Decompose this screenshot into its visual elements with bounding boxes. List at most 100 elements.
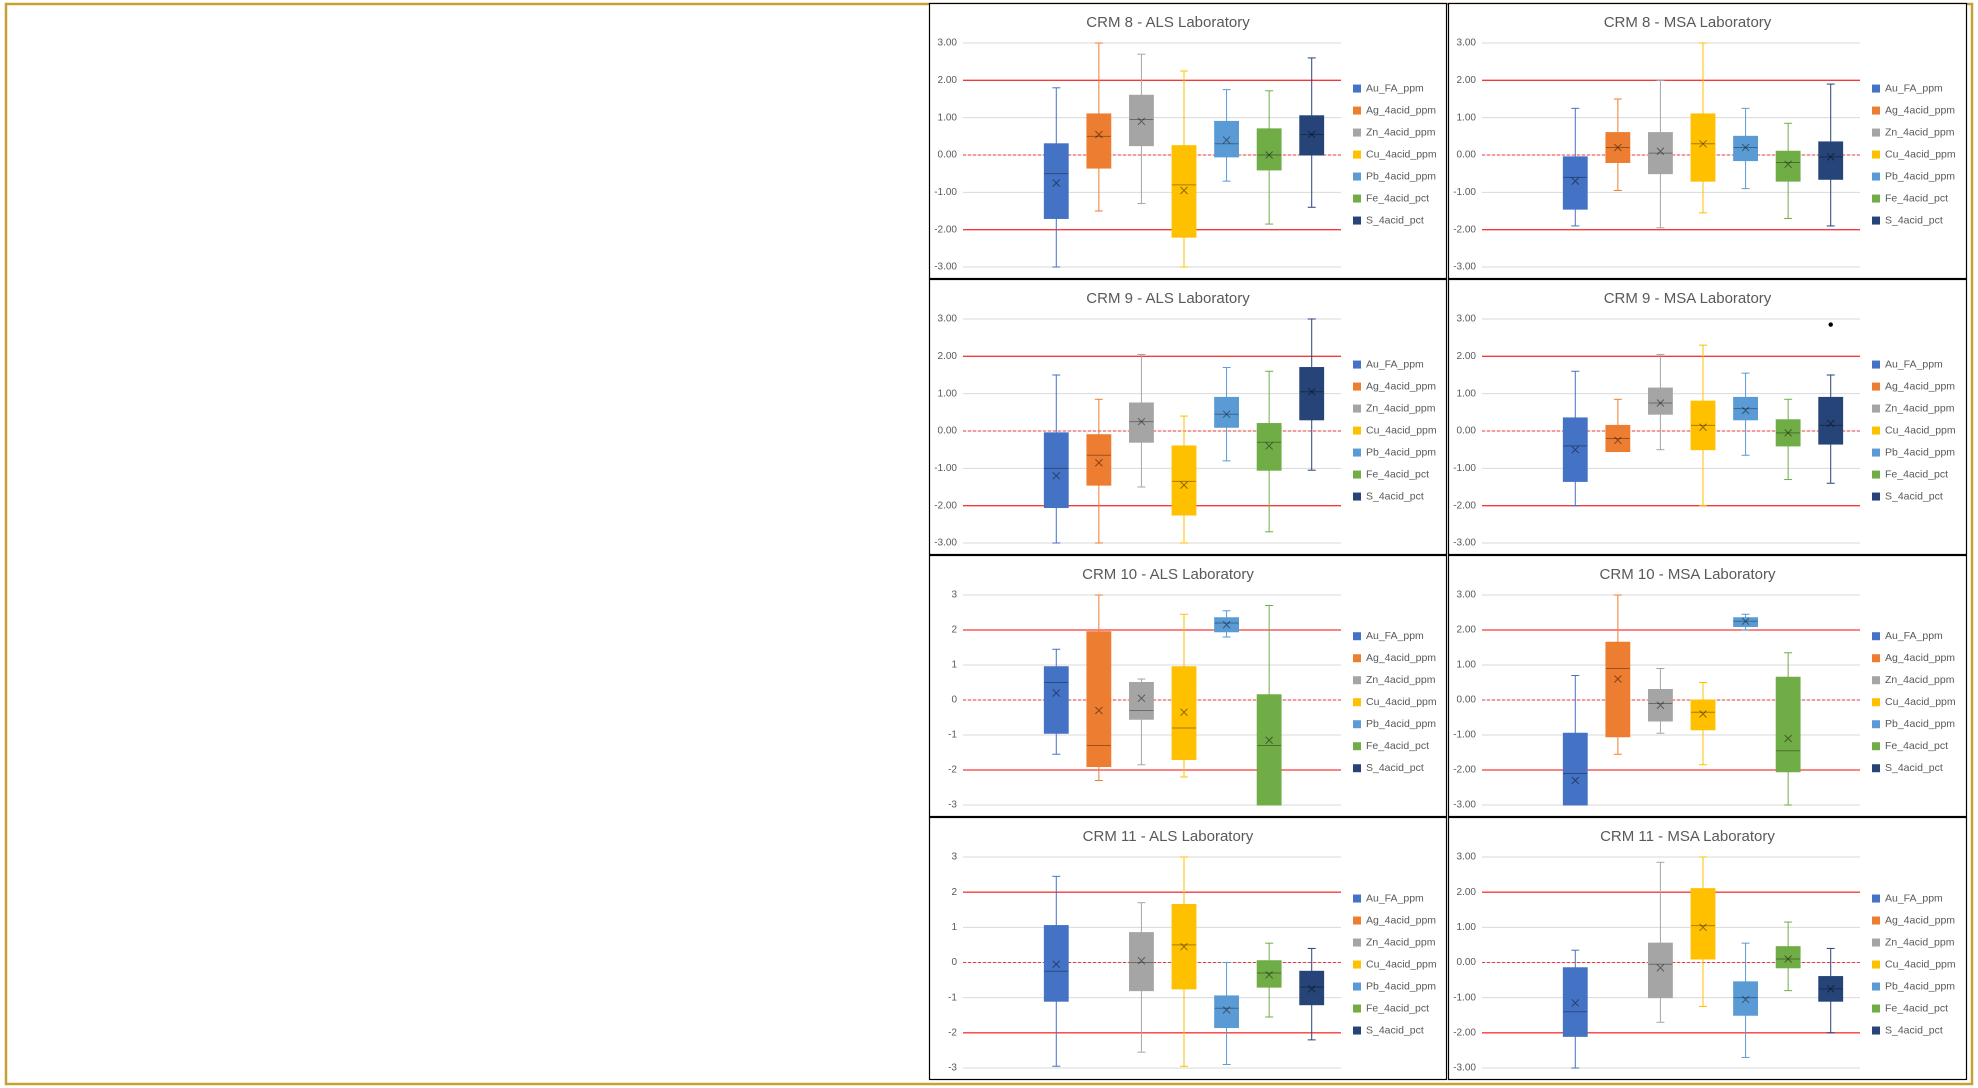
y-tick-label: 3.00 [1457, 38, 1477, 49]
legend-label: Fe_4acid_pct [1885, 740, 1948, 752]
y-tick-label: 1.00 [938, 388, 958, 399]
box [1171, 145, 1197, 238]
y-tick-label: 1.00 [938, 112, 958, 123]
legend-swatch [1872, 216, 1880, 225]
legend-swatch [1353, 448, 1361, 457]
box [1733, 617, 1758, 627]
y-tick-label: -2.00 [1453, 500, 1476, 511]
mean-marker [1307, 985, 1316, 993]
box [1086, 631, 1112, 767]
box [1256, 423, 1282, 471]
mean-marker [1571, 177, 1580, 185]
mean-marker [1784, 955, 1792, 963]
box [1129, 402, 1154, 443]
legend-label: Cu_4acid_ppm [1366, 148, 1437, 160]
y-tick-label: -2 [948, 1027, 957, 1038]
legend-label: Pb_4acid_ppm [1885, 718, 1955, 730]
box [1690, 888, 1716, 960]
legend-swatch [1872, 676, 1880, 685]
legend-swatch [1353, 194, 1361, 203]
mean-marker [1137, 956, 1146, 965]
legend-label: Ag_4acid_ppm [1885, 652, 1955, 664]
legend-swatch [1872, 742, 1880, 751]
box [1256, 128, 1282, 171]
mean-marker [1656, 399, 1665, 407]
legend-swatch [1872, 960, 1880, 969]
legend-swatch [1353, 470, 1361, 479]
mean-marker [1052, 179, 1061, 187]
legend-swatch [1353, 938, 1361, 947]
panel-border [1447, 554, 1968, 818]
y-tick-label: -3.00 [1453, 1063, 1476, 1074]
legend-swatch [1353, 84, 1361, 93]
y-tick-label: -1.00 [1453, 463, 1476, 474]
legend-label: Au_FA_ppm [1366, 630, 1424, 642]
box [1818, 141, 1844, 180]
legend-label: Pb_4acid_ppm [1885, 980, 1955, 992]
legend-swatch [1353, 654, 1361, 663]
mean-marker [1137, 417, 1146, 426]
legend-label: Fe_4acid_pct [1366, 740, 1429, 752]
mean-marker [1307, 130, 1316, 139]
mean-marker [1614, 675, 1622, 683]
box [1733, 396, 1758, 421]
box [1043, 432, 1069, 509]
legend-swatch [1353, 360, 1361, 369]
legend-swatch [1353, 1004, 1361, 1013]
box [1214, 396, 1239, 428]
y-tick-label: 0.00 [1457, 150, 1477, 161]
box [1818, 396, 1844, 445]
legend-label: Cu_4acid_ppm [1885, 958, 1956, 970]
box [1214, 120, 1239, 158]
mean-marker [1741, 995, 1750, 1004]
box [1562, 732, 1588, 806]
y-tick-label: -1 [948, 730, 957, 741]
legend-label: Zn_4acid_ppm [1885, 936, 1955, 948]
legend-label: Au_FA_ppm [1366, 892, 1424, 904]
box [1605, 424, 1631, 453]
chart-title: CRM 9 - MSA Laboratory [1604, 290, 1772, 307]
chart-panel: CRM 10 - MSA Laboratory -3.00 -2.00 -1.00 0.… [1447, 554, 1968, 818]
legend-label: Au_FA_ppm [1885, 630, 1943, 642]
mean-marker [1095, 458, 1103, 467]
mean-marker [1784, 734, 1792, 743]
mean-marker [1222, 620, 1231, 629]
legend-swatch [1872, 938, 1880, 947]
legend-label: Ag_4acid_ppm [1885, 380, 1955, 392]
chart-panel: CRM 11 - ALS Laboratory -3 -2 -1 0 1 2 3 Au_FA_p… [928, 816, 1448, 1081]
legend-label: Zn_4acid_ppm [1885, 402, 1955, 414]
legend-swatch [1353, 492, 1361, 501]
y-tick-label: -2.00 [1453, 765, 1476, 776]
mean-marker [1826, 985, 1835, 993]
box [1648, 132, 1673, 175]
box [1733, 981, 1758, 1016]
y-tick-label: 2.00 [938, 75, 958, 86]
y-tick-label: 0.00 [1457, 957, 1477, 968]
legend-swatch [1872, 172, 1880, 181]
mean-marker [1265, 151, 1273, 159]
mean-marker [1052, 471, 1061, 480]
legend-swatch [1353, 150, 1361, 159]
y-tick-label: -3 [948, 1063, 957, 1074]
box [1129, 94, 1154, 147]
y-tick-label: 2.00 [1457, 75, 1477, 86]
y-tick-label: 1.00 [1457, 660, 1477, 671]
mean-marker [1095, 706, 1103, 715]
chart-title: CRM 10 - ALS Laboratory [1082, 566, 1254, 583]
box [1690, 113, 1716, 182]
mean-marker [1699, 139, 1707, 148]
legend-swatch [1872, 492, 1880, 501]
legend-label: Zn_4acid_ppm [1885, 674, 1955, 686]
mean-marker [1222, 1006, 1231, 1014]
legend-label: Cu_4acid_ppm [1885, 148, 1956, 160]
legend-label: Au_FA_ppm [1366, 82, 1424, 94]
y-tick-label: 0 [951, 957, 957, 968]
y-tick-label: -3.00 [934, 538, 957, 549]
y-tick-label: 1.00 [1457, 922, 1477, 933]
box [1562, 417, 1588, 482]
legend-swatch [1353, 982, 1361, 991]
legend-swatch [1353, 720, 1361, 729]
chart-title: CRM 8 - ALS Laboratory [1086, 14, 1250, 31]
y-tick-label: 3.00 [1457, 852, 1477, 863]
